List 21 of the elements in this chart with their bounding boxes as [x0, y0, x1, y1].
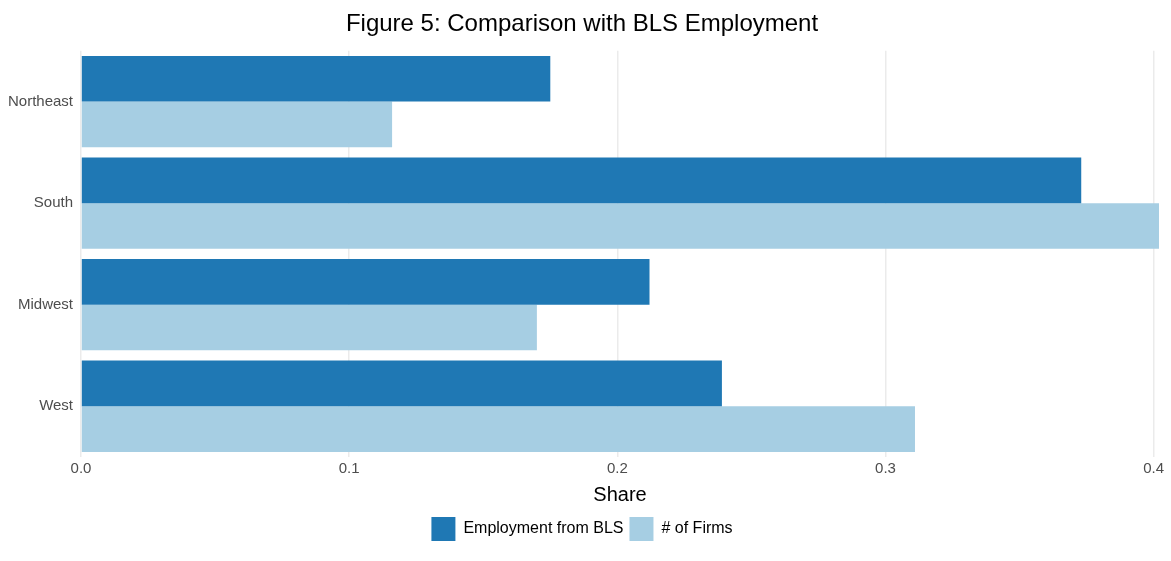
- y-tick-label: South: [33, 193, 74, 211]
- bar: [81, 304, 537, 351]
- bar: [81, 406, 915, 452]
- bar: [81, 101, 393, 148]
- x-tick-label: 0.0: [70, 459, 92, 477]
- y-tick-label: Northeast: [7, 91, 74, 109]
- bar: [81, 157, 1082, 204]
- x-axis-title: Share: [593, 482, 647, 505]
- bar: [81, 55, 551, 102]
- bar: [81, 203, 1159, 249]
- legend-label: Employment from BLS: [463, 519, 624, 537]
- bar: [81, 360, 722, 407]
- x-tick-label: 0.4: [1143, 459, 1165, 477]
- x-tick-label: 0.1: [338, 459, 360, 477]
- y-tick-label: Midwest: [18, 294, 74, 312]
- x-tick-label: 0.3: [875, 459, 896, 477]
- bar: [81, 258, 650, 305]
- chart-title: Figure 5: Comparison with BLS Employment: [345, 9, 819, 37]
- x-tick-label: 0.2: [606, 459, 628, 477]
- y-tick-label: West: [39, 396, 74, 414]
- legend-label: # of Firms: [661, 519, 733, 537]
